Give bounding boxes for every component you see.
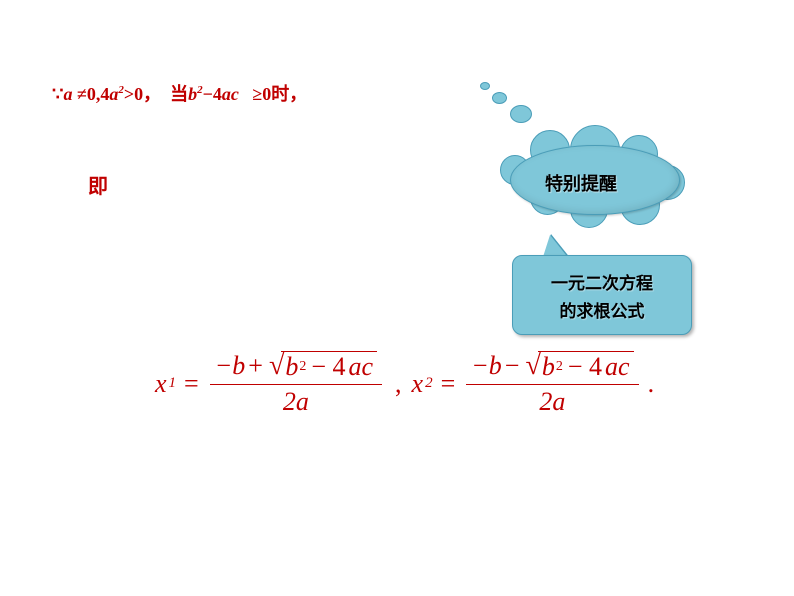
thought-bubble-large: [510, 105, 532, 123]
fraction-x2: −b − √ b2 − 4ac 2a: [466, 350, 638, 417]
callout-text: 一元二次方程 的求根公式: [513, 270, 691, 326]
formula-callout: 一元二次方程 的求根公式: [512, 255, 692, 335]
because-symbol: ∵: [52, 84, 63, 104]
thought-bubble-small: [480, 82, 490, 90]
thought-bubble-medium: [492, 92, 507, 104]
condition-statement: ∵a ≠0,4a2>0， 当b2−4ac ≥0时，: [52, 80, 307, 106]
sqrt-x1: √ b2 − 4ac: [269, 350, 377, 382]
fraction-x1: −b + √ b2 − 4ac 2a: [210, 350, 382, 417]
ji-label: 即: [88, 170, 108, 199]
callout-box: 一元二次方程 的求根公式: [512, 255, 692, 335]
sqrt-x2: √ b2 − 4ac: [525, 350, 633, 382]
reminder-cloud: 特别提醒: [490, 130, 700, 230]
quadratic-formula: x1 = −b + √ b2 − 4ac 2a , x2 = −b − √ b2: [155, 350, 654, 417]
cloud-text: 特别提醒: [545, 170, 617, 196]
